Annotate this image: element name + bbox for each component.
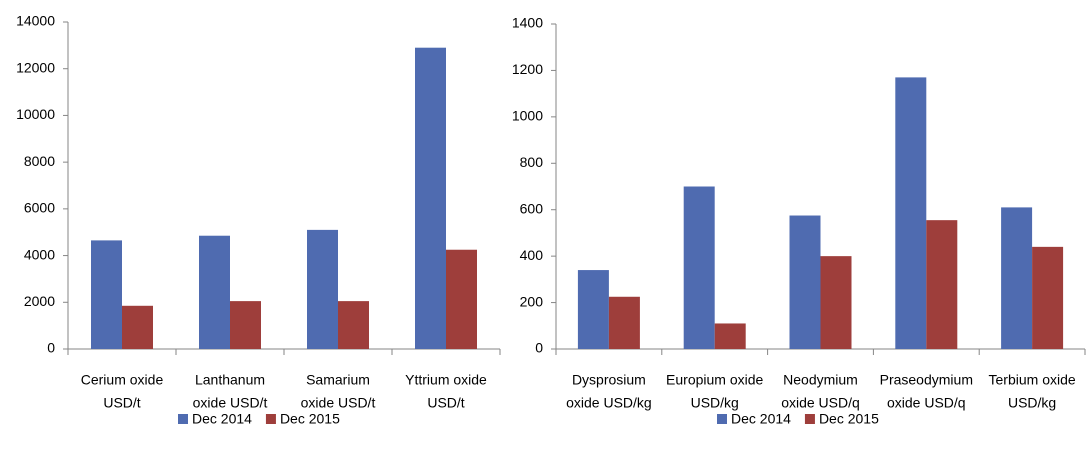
bar: [820, 256, 852, 349]
bar: [683, 186, 715, 349]
y-tick-label: 1200: [512, 61, 543, 77]
x-tick-label: oxide USD/t: [301, 395, 376, 411]
legend-swatch: [178, 414, 188, 424]
bar: [122, 305, 153, 349]
bar: [926, 220, 958, 349]
bar: [199, 235, 230, 349]
x-tick-label: oxide USD/q: [781, 395, 860, 411]
x-tick-label: oxide USD/q: [887, 395, 966, 411]
x-tick-label: Praseodymium: [880, 372, 973, 388]
bar: [608, 296, 640, 349]
y-tick-label: 8000: [24, 153, 55, 169]
x-tick-label: Dysprosium: [572, 372, 646, 388]
bar: [230, 301, 261, 349]
x-tick-label: USD/kg: [1008, 395, 1056, 411]
y-tick-label: 6000: [24, 200, 55, 216]
bar: [338, 301, 369, 349]
y-tick-label: 14000: [16, 13, 55, 29]
bar: [91, 240, 122, 349]
x-tick-label: Europium oxide: [666, 372, 763, 388]
bar: [446, 249, 477, 349]
y-tick-label: 400: [520, 247, 544, 263]
legend-swatch: [804, 414, 815, 424]
legend-swatch: [265, 414, 276, 424]
x-tick-label: oxide USD/t: [193, 395, 268, 411]
x-tick-label: Samarium: [306, 372, 370, 388]
y-tick-label: 600: [520, 200, 544, 216]
legend-label: Dec 2014: [731, 411, 791, 427]
y-tick-label: 2000: [24, 293, 55, 309]
y-tick-label: 0: [535, 340, 543, 356]
x-tick-label: Cerium oxide: [81, 372, 164, 388]
y-tick-label: 10000: [16, 106, 55, 122]
y-tick-label: 1000: [512, 108, 543, 124]
legend-label: Dec 2014: [192, 411, 252, 427]
x-tick-label: oxide USD/kg: [566, 395, 652, 411]
bar: [789, 215, 821, 349]
x-tick-label: USD/kg: [691, 395, 739, 411]
y-tick-label: 800: [520, 154, 544, 170]
x-tick-label: USD/t: [427, 395, 464, 411]
x-tick-label: Lanthanum: [195, 372, 265, 388]
bar: [307, 229, 338, 349]
bar: [1001, 207, 1033, 349]
y-tick-label: 200: [520, 293, 544, 309]
legend-label: Dec 2015: [819, 411, 879, 427]
bar: [415, 47, 446, 349]
legend-label: Dec 2015: [280, 411, 340, 427]
y-tick-label: 0: [47, 340, 55, 356]
x-tick-label: Yttrium oxide: [405, 372, 487, 388]
legend-swatch: [717, 414, 727, 424]
y-tick-label: 12000: [16, 59, 55, 75]
bar: [714, 323, 746, 349]
y-tick-label: 4000: [24, 246, 55, 262]
bar: [1032, 246, 1064, 349]
x-tick-label: Terbium oxide: [989, 372, 1076, 388]
bar: [895, 77, 927, 350]
x-tick-label: USD/t: [103, 395, 140, 411]
bar: [577, 270, 609, 349]
y-tick-label: 1400: [512, 15, 543, 31]
x-tick-label: Neodymium: [783, 372, 858, 388]
